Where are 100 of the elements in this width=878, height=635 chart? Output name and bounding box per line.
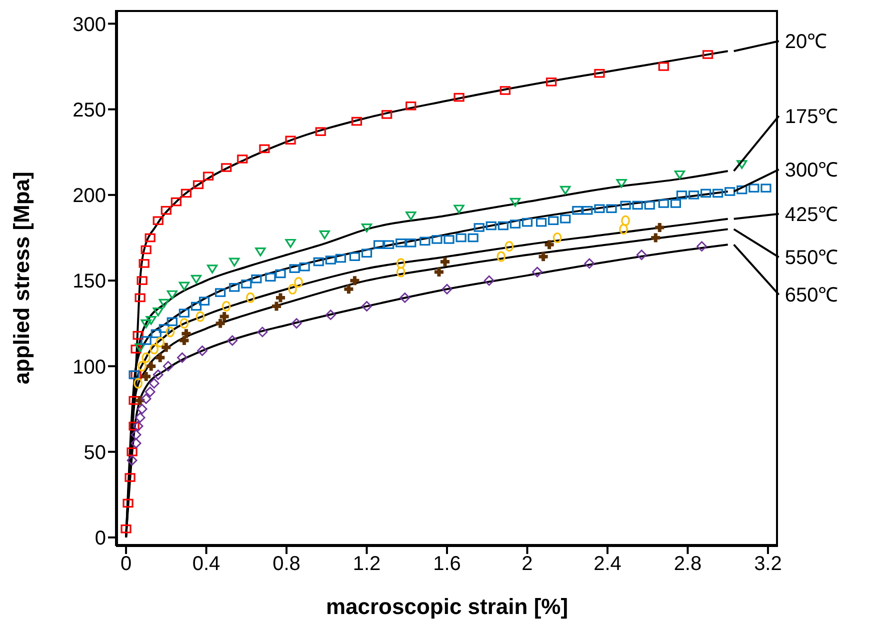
- point: [202, 172, 214, 181]
- point: [313, 257, 324, 266]
- point: [237, 154, 248, 164]
- point: [748, 184, 760, 192]
- point: [140, 394, 152, 404]
- point: [736, 160, 748, 169]
- point: [676, 190, 688, 200]
- point: [736, 185, 748, 194]
- point: [325, 256, 336, 264]
- point: [619, 224, 628, 234]
- point: [582, 206, 593, 215]
- point: [606, 204, 617, 214]
- y-axis-title: applied stress [Mpa]: [9, 172, 35, 384]
- point: [190, 274, 202, 284]
- point: [180, 188, 192, 198]
- point: [496, 251, 506, 262]
- point: [166, 326, 175, 338]
- point: [361, 248, 372, 258]
- point: [156, 336, 165, 348]
- point: [177, 352, 188, 363]
- point: [134, 378, 142, 389]
- point: [152, 216, 164, 226]
- point: [291, 318, 302, 329]
- point: [257, 326, 268, 338]
- point: [432, 235, 442, 244]
- legend-label: 425℃: [784, 204, 838, 226]
- point: [373, 240, 384, 250]
- point: [674, 170, 686, 180]
- x-tick-label: 2: [522, 553, 533, 576]
- point: [246, 292, 255, 303]
- point: [170, 197, 182, 206]
- point: [406, 212, 416, 220]
- point: [146, 316, 156, 325]
- y-tick-label: 250: [72, 99, 106, 122]
- point: [384, 240, 394, 250]
- point: [560, 186, 571, 195]
- point: [144, 233, 156, 242]
- point: [229, 258, 240, 267]
- point: [132, 420, 144, 432]
- point: [504, 241, 514, 252]
- point: [616, 179, 627, 188]
- point: [548, 216, 559, 226]
- point: [319, 230, 330, 240]
- point: [658, 62, 669, 71]
- point: [285, 238, 296, 248]
- point: [150, 329, 162, 338]
- point: [442, 284, 452, 294]
- point: [361, 224, 372, 232]
- point: [584, 258, 595, 269]
- point: [128, 422, 140, 431]
- point: [362, 301, 372, 312]
- point: [132, 330, 144, 340]
- point: [124, 473, 136, 482]
- x-tick-label: 2.8: [674, 553, 702, 576]
- point: [142, 352, 150, 363]
- point: [420, 236, 430, 246]
- point: [221, 163, 232, 172]
- point: [134, 412, 146, 423]
- point: [192, 180, 204, 190]
- point: [760, 184, 772, 192]
- point: [454, 92, 464, 102]
- point: [227, 335, 238, 346]
- point: [126, 447, 138, 456]
- point: [130, 344, 142, 354]
- point: [178, 308, 190, 318]
- point: [166, 290, 178, 300]
- x-tick-label: 1.6: [433, 553, 461, 576]
- point: [197, 346, 208, 356]
- y-tick-label: 200: [72, 185, 106, 208]
- x-tick-label: 0.8: [272, 553, 300, 576]
- x-tick-label: 0.4: [192, 553, 220, 576]
- point: [510, 220, 521, 228]
- y-tick-label: 100: [72, 356, 106, 378]
- text: 175℃: [784, 106, 838, 128]
- point: [644, 200, 655, 210]
- point: [275, 269, 286, 278]
- point: [400, 292, 410, 303]
- point: [130, 438, 142, 448]
- point: [158, 298, 170, 308]
- point: [126, 455, 138, 466]
- point: [140, 245, 152, 254]
- point: [150, 344, 159, 354]
- point: [594, 68, 605, 78]
- point: [222, 300, 231, 312]
- text: 550℃: [784, 247, 838, 270]
- point: [180, 318, 189, 329]
- point: [128, 396, 140, 405]
- point: [251, 274, 262, 284]
- point: [688, 190, 700, 200]
- point: [536, 218, 547, 227]
- point: [546, 78, 557, 86]
- point: [406, 238, 416, 248]
- point: [241, 280, 252, 288]
- point: [572, 206, 583, 215]
- point: [138, 259, 150, 268]
- point: [289, 264, 300, 273]
- point: [299, 262, 310, 272]
- point: [134, 343, 146, 352]
- point: [632, 200, 643, 210]
- point: [158, 324, 170, 333]
